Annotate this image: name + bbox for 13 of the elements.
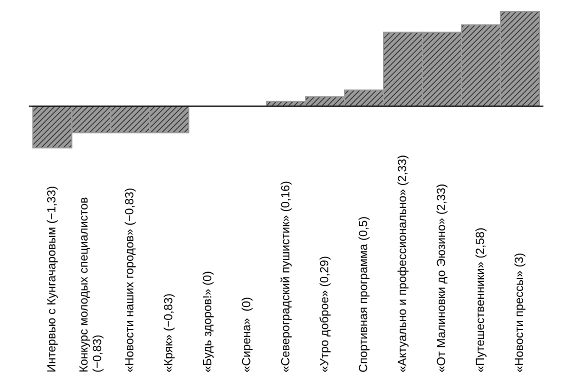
x-tick-label: «Кряк» (−0,83) <box>164 294 175 372</box>
x-tick-label: «Сирена» (0) <box>242 298 253 372</box>
x-tick-label: «От Малиновки до Эюзино» (2,33) <box>436 184 448 372</box>
x-tick-label: Конкурс молодых специалистов (−0,83) <box>79 198 104 372</box>
x-tick-label: «Путешественники» (2,58) <box>475 228 486 372</box>
x-tick-label: «Новости прессы» (3) <box>514 254 526 372</box>
x-tick-label: «Утро доброе» (0,29) <box>320 256 331 372</box>
x-tick-label: «Новости наших городов» (−0,83) <box>124 188 136 372</box>
x-tick-label: «Будь здоров!» (0) <box>202 272 214 372</box>
x-tick-label: Интервью с Кунгачаровым (−1,33) <box>46 186 58 372</box>
x-tick-label: Спортивная программа (0,5) <box>358 217 370 372</box>
x-tick-label: «Североградский пушистик» (0,16) <box>280 182 292 372</box>
x-tick-label: «Актуально и профессионально» (2,33) <box>398 156 409 372</box>
